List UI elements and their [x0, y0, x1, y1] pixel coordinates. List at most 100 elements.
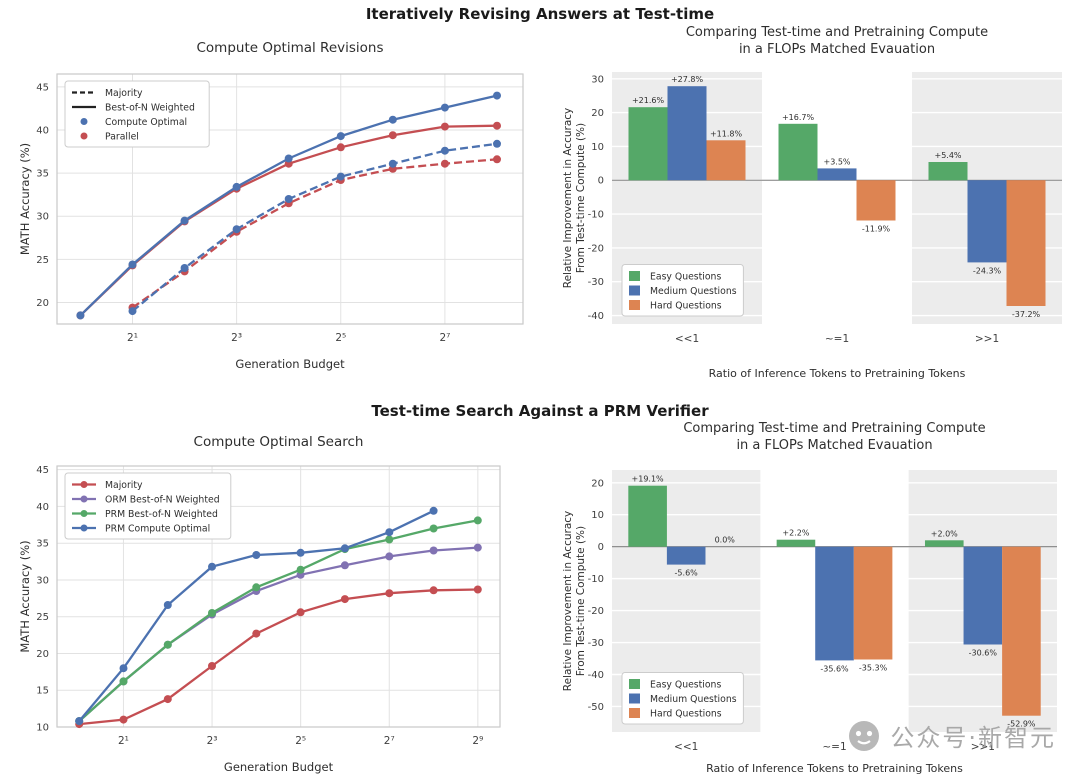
svg-text:+11.8%: +11.8% [710, 129, 743, 138]
svg-text:Relative Improvement in Accura: Relative Improvement in Accuracy [562, 108, 574, 289]
bars-easy-questions: +21.6% +16.7% +5.4% [628, 96, 968, 181]
bars-medium-questions: +27.8% +3.5% -24.3% [667, 75, 1007, 275]
svg-text:-50: -50 [588, 702, 604, 713]
svg-text:+3.5%: +3.5% [823, 157, 850, 166]
svg-text:+16.7%: +16.7% [782, 113, 815, 122]
svg-text:-52.9%: -52.9% [1007, 720, 1036, 729]
series-compute-optimal-majority [128, 139, 501, 316]
svg-text:From Test-time Compute (%): From Test-time Compute (%) [575, 526, 587, 676]
svg-text:2⁷: 2⁷ [439, 332, 450, 344]
svg-text:30: 30 [591, 74, 604, 85]
svg-text:Generation Budget: Generation Budget [235, 357, 345, 371]
svg-text:+2.2%: +2.2% [782, 529, 809, 538]
legend: Majority Best-of-N Weighted Compute Optima… [64, 80, 210, 148]
svg-text:>>1: >>1 [975, 333, 999, 345]
series-prm-compute-optimal [75, 506, 438, 726]
svg-text:0: 0 [598, 176, 604, 187]
svg-text:Compute Optimal: Compute Optimal [105, 117, 187, 128]
svg-text:10: 10 [36, 723, 49, 734]
legend: Easy Questions Medium Questions Hard Quest… [621, 264, 744, 317]
svg-text:0: 0 [598, 542, 604, 553]
svg-text:-10: -10 [588, 574, 604, 585]
svg-text:+21.6%: +21.6% [632, 96, 665, 105]
svg-text:-30: -30 [588, 277, 604, 288]
chart-compute-optimal-search: 10 15 20 25 30 35 40 45 2¹ 2³ 2⁵ 2⁷ 2⁹ Generation Bud… [18, 434, 501, 774]
svg-text:-37.2%: -37.2% [1012, 310, 1041, 319]
svg-text:From Test-time Compute (%): From Test-time Compute (%) [575, 123, 587, 273]
svg-text:in a FLOPs Matched Evauation: in a FLOPs Matched Evauation [739, 42, 935, 57]
bars-hard-questions: +11.8% -11.9% -37.2% [706, 129, 1046, 319]
series-compute-optimal-best-of-n-weighted [76, 91, 501, 320]
svg-text:15: 15 [36, 686, 49, 697]
svg-text:35: 35 [36, 539, 49, 550]
svg-text:-35.3%: -35.3% [859, 663, 888, 672]
svg-text:Generation Budget: Generation Budget [224, 760, 334, 774]
svg-text:20: 20 [36, 649, 49, 660]
svg-text:2⁹: 2⁹ [472, 735, 483, 747]
svg-text:-30: -30 [588, 638, 604, 649]
svg-text:>>1: >>1 [971, 741, 995, 753]
svg-text:PRM Compute Optimal: PRM Compute Optimal [105, 523, 210, 534]
svg-text:Medium Questions: Medium Questions [650, 286, 737, 297]
chart-flops-matched-revisions-bars: 3020100-10-20-30-40+21.6%+16.7%+5.4%+27.… [562, 25, 1062, 380]
svg-text:2¹: 2¹ [127, 332, 138, 344]
svg-text:Parallel: Parallel [105, 131, 139, 142]
chart-flops-matched-search-bars: 20 10 0 -10 -20 -30 -40 -50 +19.1% +2.2% +2.0% -5.6… [562, 421, 1057, 775]
series-prm-best-of-n-weighted [75, 516, 482, 726]
svg-text:Easy Questions: Easy Questions [650, 679, 721, 690]
svg-text:Comparing Test-time and Pretra: Comparing Test-time and Pretraining Comp… [683, 421, 985, 436]
svg-text:in a FLOPs Matched Evauation: in a FLOPs Matched Evauation [736, 438, 932, 453]
svg-text:Medium Questions: Medium Questions [650, 694, 737, 705]
svg-text:Hard Questions: Hard Questions [650, 708, 722, 719]
svg-text:-30.6%: -30.6% [969, 648, 998, 657]
svg-text:-40: -40 [588, 670, 604, 681]
svg-text:-40: -40 [588, 311, 604, 322]
svg-text:20: 20 [36, 298, 49, 309]
svg-text:MATH Accuracy (%): MATH Accuracy (%) [18, 540, 32, 652]
svg-text:2⁷: 2⁷ [384, 735, 395, 747]
svg-text:2⁵: 2⁵ [295, 735, 306, 747]
svg-text:40: 40 [36, 502, 49, 513]
svg-text:10: 10 [591, 142, 604, 153]
svg-text:30: 30 [36, 212, 49, 223]
suptitle-revisions: Iteratively Revising Answers at Test-tim… [365, 5, 715, 23]
svg-text:25: 25 [36, 255, 49, 266]
svg-text:45: 45 [36, 82, 49, 93]
series-majority [75, 585, 482, 729]
svg-text:Compute Optimal Search: Compute Optimal Search [194, 434, 364, 450]
svg-text:2⁵: 2⁵ [335, 332, 346, 344]
svg-text:PRM Best-of-N Weighted: PRM Best-of-N Weighted [105, 509, 218, 520]
svg-text:-11.9%: -11.9% [862, 224, 891, 233]
svg-text:Comparing Test-time and Pretra: Comparing Test-time and Pretraining Comp… [686, 25, 988, 40]
svg-text:<<1: <<1 [674, 741, 698, 753]
svg-text:MATH Accuracy (%): MATH Accuracy (%) [18, 143, 32, 255]
svg-text:+2.0%: +2.0% [931, 529, 958, 538]
svg-text:Ratio of Inference Tokens to P: Ratio of Inference Tokens to Pretraining… [709, 367, 966, 380]
svg-text:ORM Best-of-N Weighted: ORM Best-of-N Weighted [105, 494, 220, 505]
svg-text:35: 35 [36, 169, 49, 180]
svg-text:40: 40 [36, 126, 49, 137]
svg-text:-20: -20 [588, 606, 604, 617]
svg-text:2³: 2³ [231, 332, 242, 344]
svg-text:10: 10 [591, 510, 604, 521]
svg-text:-35.6%: -35.6% [820, 664, 849, 673]
svg-text:-24.3%: -24.3% [973, 266, 1002, 275]
svg-text:Best-of-N Weighted: Best-of-N Weighted [105, 102, 195, 113]
svg-text:Easy Questions: Easy Questions [650, 271, 721, 282]
svg-text:Relative Improvement in Accura: Relative Improvement in Accuracy [562, 511, 574, 692]
chart-compute-optimal-revisions: 20 25 30 35 40 45 2¹ 2³ 2⁵ 2⁷ Generation Budget MAT… [18, 40, 524, 371]
svg-text:+5.4%: +5.4% [934, 151, 961, 160]
svg-text:~=1: ~=1 [825, 333, 849, 345]
bars-medium-questions: -5.6% -35.6% -30.6% [666, 546, 1003, 673]
svg-text:45: 45 [36, 465, 49, 476]
bars-hard-questions: 0.0% -35.3% -52.9% [715, 536, 1041, 729]
suptitle-search: Test-time Search Against a PRM Verifier [371, 402, 709, 420]
svg-text:Majority: Majority [105, 480, 143, 491]
svg-text:2¹: 2¹ [118, 735, 129, 747]
watermark: 公众号·新智元 [847, 718, 1056, 753]
svg-text:30: 30 [36, 575, 49, 586]
watermark-text: 公众号·新智元 [890, 724, 1056, 752]
watermark-logo-icon [847, 719, 881, 753]
svg-text:-5.6%: -5.6% [675, 569, 699, 578]
